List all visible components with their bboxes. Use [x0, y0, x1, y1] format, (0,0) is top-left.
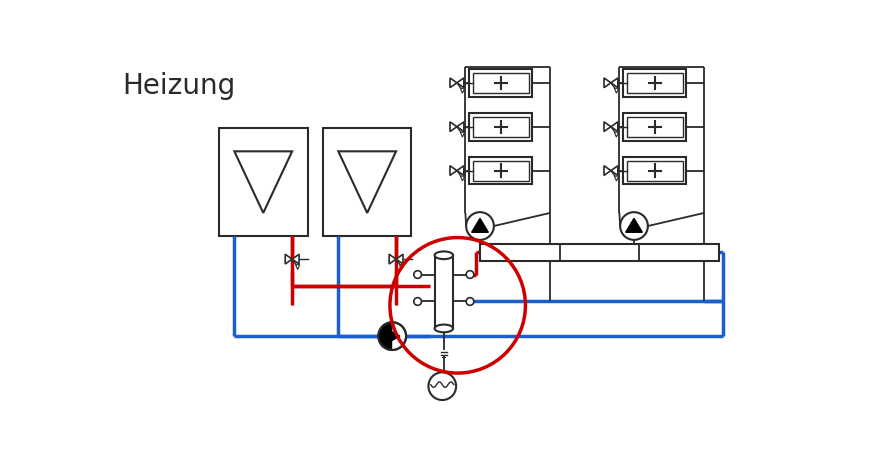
- Polygon shape: [472, 218, 488, 232]
- Bar: [323, 128, 412, 236]
- Bar: [473, 117, 528, 137]
- Circle shape: [428, 372, 456, 400]
- Polygon shape: [460, 176, 465, 181]
- Bar: [469, 157, 533, 185]
- Polygon shape: [457, 122, 464, 132]
- Polygon shape: [604, 78, 611, 88]
- Bar: [480, 244, 719, 261]
- Bar: [627, 73, 683, 93]
- Bar: [473, 73, 528, 93]
- Bar: [627, 117, 683, 137]
- Polygon shape: [450, 78, 457, 88]
- Bar: [627, 161, 683, 180]
- Bar: [469, 113, 533, 140]
- Text: Heizung: Heizung: [123, 72, 236, 100]
- Polygon shape: [604, 166, 611, 175]
- Polygon shape: [450, 122, 457, 132]
- Polygon shape: [457, 78, 464, 88]
- Polygon shape: [389, 254, 396, 264]
- Bar: [623, 157, 686, 185]
- Polygon shape: [396, 254, 403, 264]
- Polygon shape: [604, 122, 611, 132]
- Polygon shape: [450, 166, 457, 175]
- Polygon shape: [611, 78, 618, 88]
- Bar: [219, 128, 308, 236]
- Bar: [623, 69, 686, 97]
- Circle shape: [467, 271, 473, 278]
- Polygon shape: [235, 151, 292, 213]
- Bar: [473, 161, 528, 180]
- Polygon shape: [615, 88, 618, 93]
- Polygon shape: [615, 132, 618, 137]
- Polygon shape: [457, 166, 464, 175]
- Polygon shape: [399, 265, 404, 269]
- Polygon shape: [611, 166, 618, 175]
- Polygon shape: [385, 328, 400, 344]
- Bar: [434, 255, 453, 329]
- Bar: [623, 113, 686, 140]
- Polygon shape: [615, 176, 618, 181]
- Polygon shape: [292, 254, 299, 264]
- Circle shape: [467, 212, 494, 240]
- Circle shape: [378, 322, 406, 350]
- Polygon shape: [611, 122, 618, 132]
- Circle shape: [620, 212, 648, 240]
- Wedge shape: [378, 322, 392, 350]
- Polygon shape: [296, 265, 300, 269]
- Polygon shape: [460, 88, 465, 93]
- Polygon shape: [626, 218, 643, 232]
- Ellipse shape: [434, 252, 453, 259]
- Circle shape: [414, 271, 421, 278]
- Circle shape: [414, 297, 421, 305]
- Bar: [469, 69, 533, 97]
- Ellipse shape: [434, 325, 453, 332]
- Polygon shape: [285, 254, 292, 264]
- Circle shape: [467, 297, 473, 305]
- Polygon shape: [460, 132, 465, 137]
- Polygon shape: [338, 151, 396, 213]
